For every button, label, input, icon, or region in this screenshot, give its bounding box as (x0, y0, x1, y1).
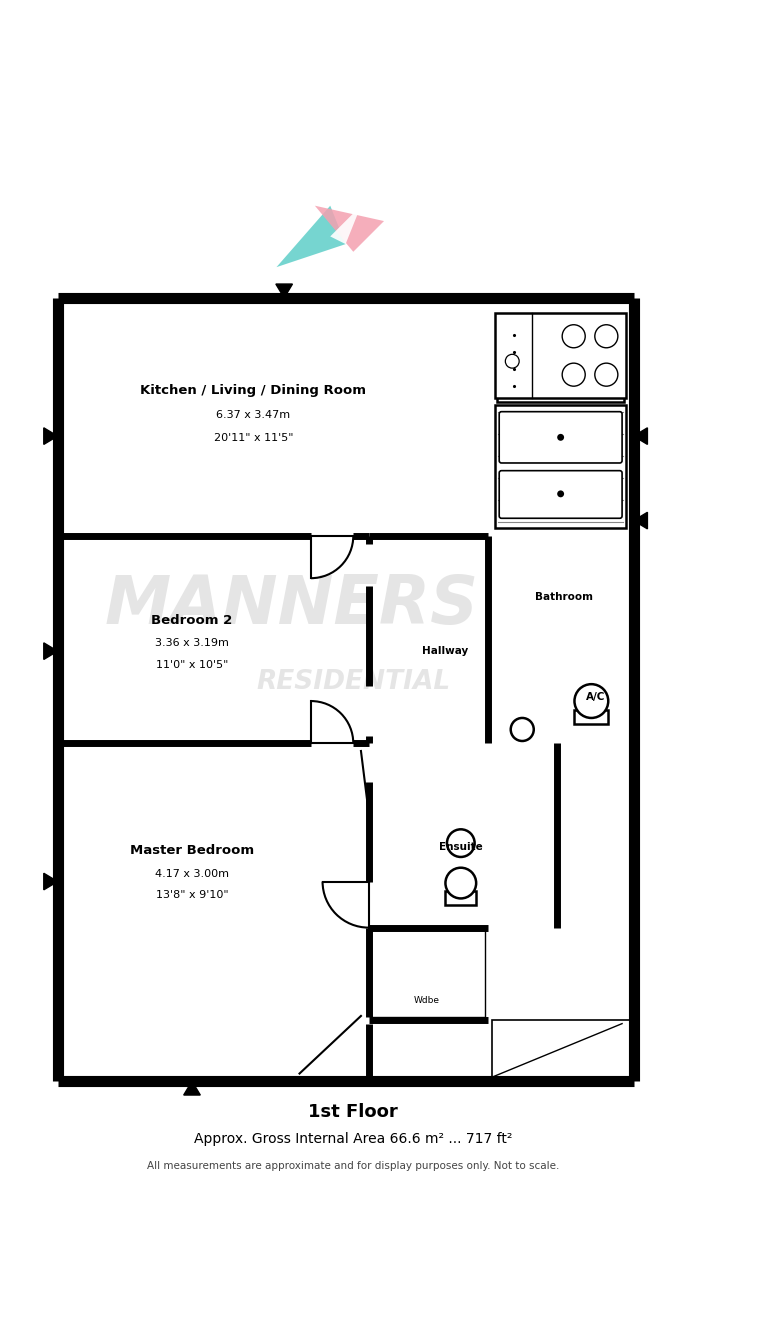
Polygon shape (58, 744, 369, 1081)
Polygon shape (44, 428, 58, 444)
Text: Approx. Gross Internal Area 66.6 m² ... 717 ft²: Approx. Gross Internal Area 66.6 m² ... … (194, 1132, 512, 1146)
Polygon shape (315, 205, 384, 252)
Text: 1st Floor: 1st Floor (309, 1102, 398, 1121)
Text: 6.37 x 3.47m: 6.37 x 3.47m (217, 409, 290, 420)
FancyBboxPatch shape (499, 412, 622, 463)
Text: 13'8" x 9'10": 13'8" x 9'10" (156, 890, 228, 900)
Text: All measurements are approximate and for display purposes only. Not to scale.: All measurements are approximate and for… (147, 1161, 559, 1170)
Circle shape (562, 363, 585, 387)
Circle shape (505, 355, 519, 368)
Polygon shape (369, 744, 634, 928)
Circle shape (557, 433, 564, 441)
Bar (497, 321, 624, 401)
Circle shape (574, 684, 608, 718)
Text: RESIDENTIAL: RESIDENTIAL (257, 669, 450, 694)
Text: Master Bedroom: Master Bedroom (130, 844, 254, 857)
Text: 11'0" x 10'5": 11'0" x 10'5" (156, 660, 228, 670)
Text: A/C: A/C (585, 692, 605, 702)
Bar (445, 890, 476, 905)
Polygon shape (488, 297, 634, 536)
Polygon shape (330, 205, 361, 244)
Circle shape (594, 325, 617, 348)
Text: 20'11" x 11'5": 20'11" x 11'5" (214, 433, 293, 443)
Polygon shape (276, 284, 293, 297)
Bar (492, 1020, 630, 1077)
Text: Bathroom: Bathroom (535, 592, 594, 603)
Text: Ensuite: Ensuite (439, 842, 482, 852)
Polygon shape (58, 536, 369, 744)
Text: Kitchen / Living / Dining Room: Kitchen / Living / Dining Room (141, 384, 366, 396)
Bar (574, 710, 608, 724)
Polygon shape (634, 512, 647, 529)
Polygon shape (276, 205, 346, 267)
Polygon shape (369, 536, 634, 744)
Polygon shape (634, 428, 647, 444)
Circle shape (511, 718, 534, 741)
Text: 3.36 x 3.19m: 3.36 x 3.19m (155, 639, 229, 648)
Polygon shape (44, 643, 58, 660)
Text: Hallway: Hallway (422, 647, 468, 656)
Text: 4.17 x 3.00m: 4.17 x 3.00m (155, 869, 229, 878)
Polygon shape (44, 873, 58, 890)
Circle shape (562, 325, 585, 348)
Polygon shape (369, 928, 634, 1081)
Circle shape (594, 363, 617, 387)
Bar (495, 313, 626, 397)
Circle shape (557, 491, 564, 497)
Bar (371, 930, 485, 1017)
Text: Wdbe: Wdbe (413, 996, 439, 1005)
Text: Bedroom 2: Bedroom 2 (151, 615, 233, 627)
Bar (495, 405, 626, 528)
Polygon shape (184, 1081, 200, 1094)
Text: MANNERS: MANNERS (104, 572, 479, 639)
Bar (502, 327, 618, 396)
Circle shape (447, 829, 475, 857)
Circle shape (445, 868, 476, 898)
Polygon shape (58, 297, 488, 536)
FancyBboxPatch shape (499, 471, 622, 519)
